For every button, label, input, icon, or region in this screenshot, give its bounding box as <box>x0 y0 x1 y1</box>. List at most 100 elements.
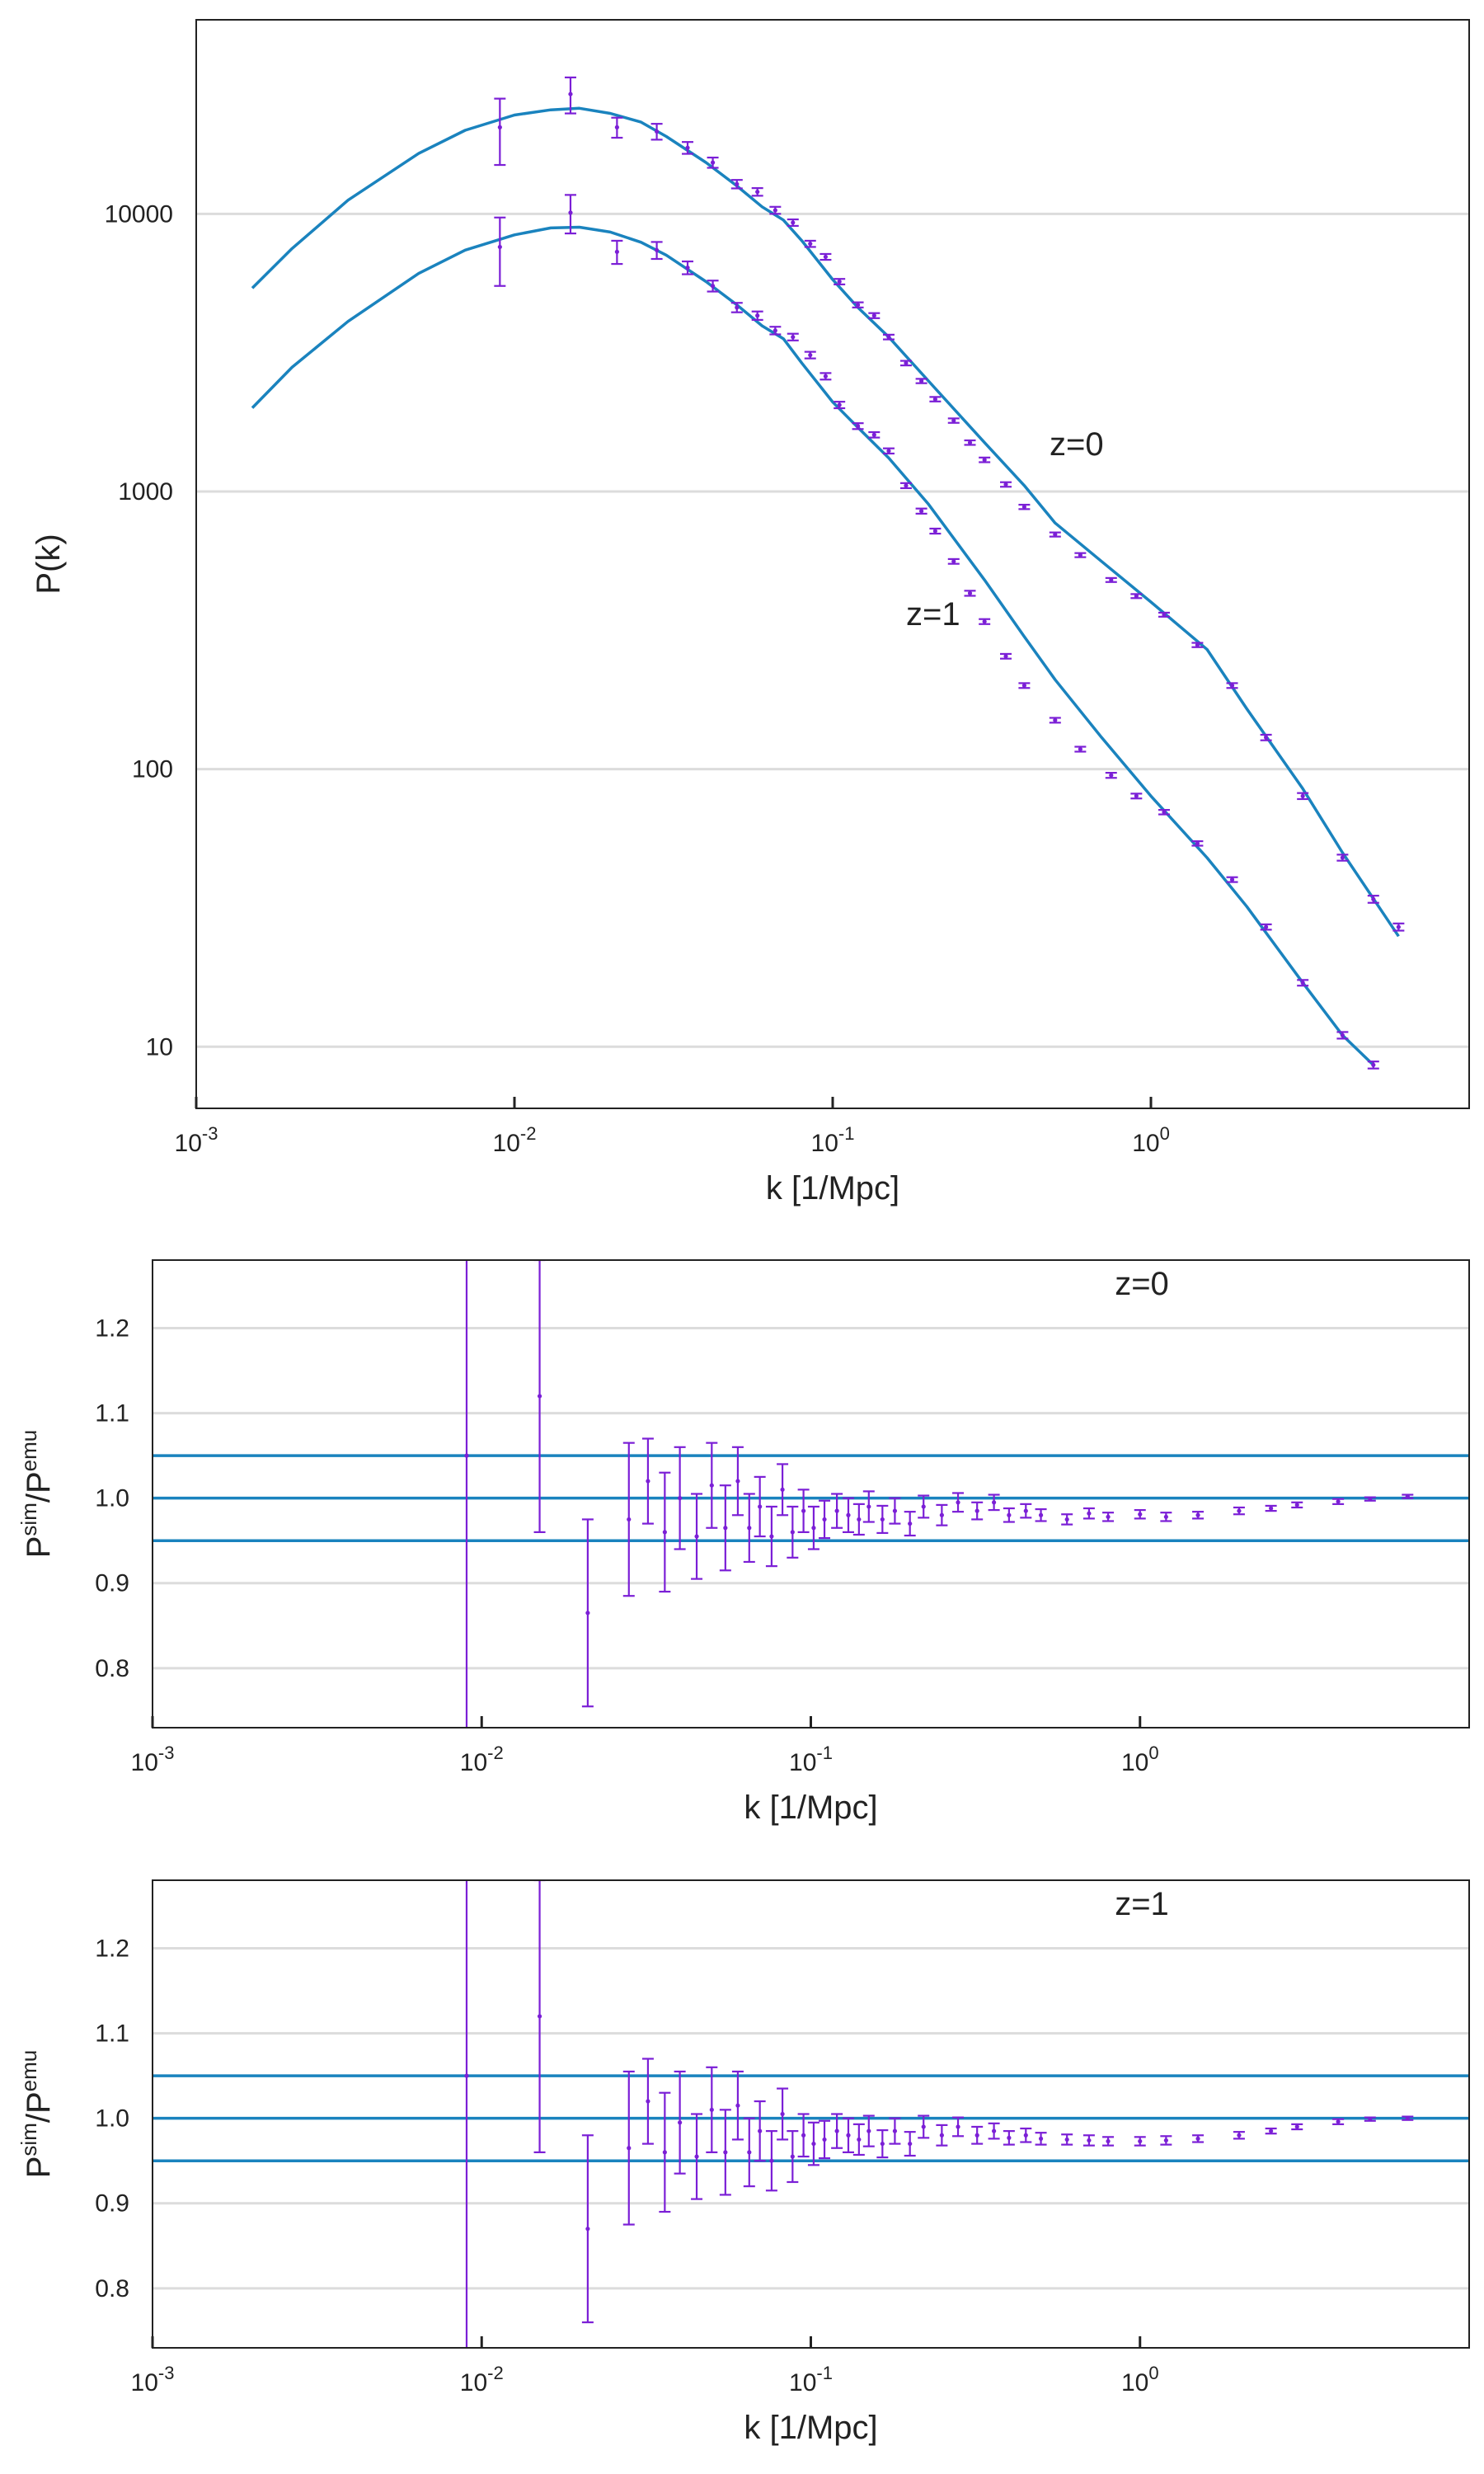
error-bar <box>882 447 895 455</box>
model-curve <box>251 225 1375 1066</box>
data-point <box>710 160 716 165</box>
data-point <box>627 1517 632 1522</box>
error-bar <box>852 2123 865 2157</box>
error-bar <box>1158 611 1170 618</box>
data-point <box>956 2124 960 2129</box>
error-bar <box>1134 2136 1146 2147</box>
error-bar <box>650 241 663 261</box>
error-bar <box>842 1497 854 1533</box>
error-bar <box>819 372 832 381</box>
data-point <box>834 2128 839 2133</box>
data-point <box>497 244 502 250</box>
data-point <box>904 360 909 365</box>
y-tick-label: 1.0 <box>95 1485 129 1512</box>
data-point <box>974 1508 979 1513</box>
error-bar <box>831 2113 843 2149</box>
data-point <box>871 313 876 318</box>
error-bar <box>882 333 895 341</box>
data-point <box>939 2133 944 2138</box>
error-bar <box>899 360 912 367</box>
x-tick-label: 10-1 <box>811 1123 855 1157</box>
error-bar <box>1332 2118 1345 2125</box>
error-bar <box>564 76 576 115</box>
data-point <box>982 619 987 624</box>
data-point <box>886 335 891 340</box>
error-bar <box>947 417 960 424</box>
error-bar <box>1003 2130 1015 2146</box>
data-point <box>908 2141 913 2147</box>
error-bar <box>1265 1504 1277 1512</box>
error-bar <box>1003 1507 1015 1523</box>
data-point <box>967 590 973 595</box>
error-bar <box>787 218 799 228</box>
x-tick-label: 10-1 <box>789 2363 833 2396</box>
error-bar <box>1105 576 1117 583</box>
error-bar <box>691 2113 703 2200</box>
data-point <box>709 2107 714 2112</box>
error-bar <box>787 1505 799 1559</box>
error-bar <box>777 2087 789 2141</box>
error-bar <box>1291 2123 1303 2131</box>
data-point <box>646 1479 650 1484</box>
error-bar <box>1336 854 1349 862</box>
data-point <box>747 2150 752 2155</box>
y-axis-label: Psim/Pemu <box>16 1430 57 1559</box>
error-bar <box>852 301 864 308</box>
data-point <box>992 1500 997 1505</box>
error-bar <box>682 260 694 275</box>
error-bar <box>731 2070 744 2141</box>
data-point <box>1300 793 1305 798</box>
error-bar <box>1160 2135 1172 2146</box>
error-bar <box>464 1880 469 2348</box>
data-point <box>655 129 660 134</box>
data-point <box>892 2128 898 2133</box>
error-bar <box>834 401 846 410</box>
x-axis-label: k [1/Mpc] <box>766 1170 899 1206</box>
error-bar <box>787 332 799 341</box>
error-bar <box>464 1260 469 1728</box>
data-point <box>780 1487 785 1492</box>
error-bar <box>730 179 743 190</box>
error-bar <box>804 239 816 248</box>
data-point <box>1264 735 1269 740</box>
data-point <box>646 2099 650 2104</box>
data-point <box>614 249 619 254</box>
y-tick-label: 0.8 <box>95 2275 129 2302</box>
error-bar <box>769 205 782 215</box>
data-point <box>801 1508 806 1513</box>
data-point <box>1195 841 1200 846</box>
data-point <box>585 2227 590 2232</box>
error-bar <box>1082 1507 1095 1520</box>
data-point <box>857 1517 862 1522</box>
x-tick-label: 10-3 <box>175 1123 218 1157</box>
error-bar <box>1020 2127 1032 2143</box>
x-axis-label: k [1/Mpc] <box>744 2410 877 2446</box>
data-point <box>464 1453 469 1458</box>
error-bar <box>533 1260 546 1533</box>
error-bar <box>1000 652 1012 660</box>
error-bar <box>494 97 506 167</box>
error-bar <box>876 2128 889 2159</box>
data-point <box>908 1521 913 1526</box>
data-point <box>1003 654 1008 659</box>
plot-frame <box>195 19 1470 1109</box>
data-point <box>723 2150 728 2155</box>
data-point <box>951 559 956 564</box>
x-tick-label: 10-2 <box>460 1743 504 1776</box>
error-bar <box>1364 1496 1376 1502</box>
error-bar <box>904 2131 916 2157</box>
error-bar <box>929 396 942 402</box>
data-point <box>723 1526 728 1531</box>
error-bar <box>1000 481 1012 488</box>
error-bar <box>1367 1061 1379 1070</box>
y-label-mid: /P <box>21 2091 57 2123</box>
data-point <box>1294 2124 1299 2129</box>
data-point <box>823 254 829 260</box>
error-bar <box>918 2114 930 2139</box>
error-bar <box>1158 809 1170 816</box>
data-point <box>808 242 813 247</box>
data-point <box>886 449 891 454</box>
data-point <box>1003 482 1008 487</box>
error-bar <box>868 312 881 319</box>
error-bar <box>1297 979 1309 987</box>
